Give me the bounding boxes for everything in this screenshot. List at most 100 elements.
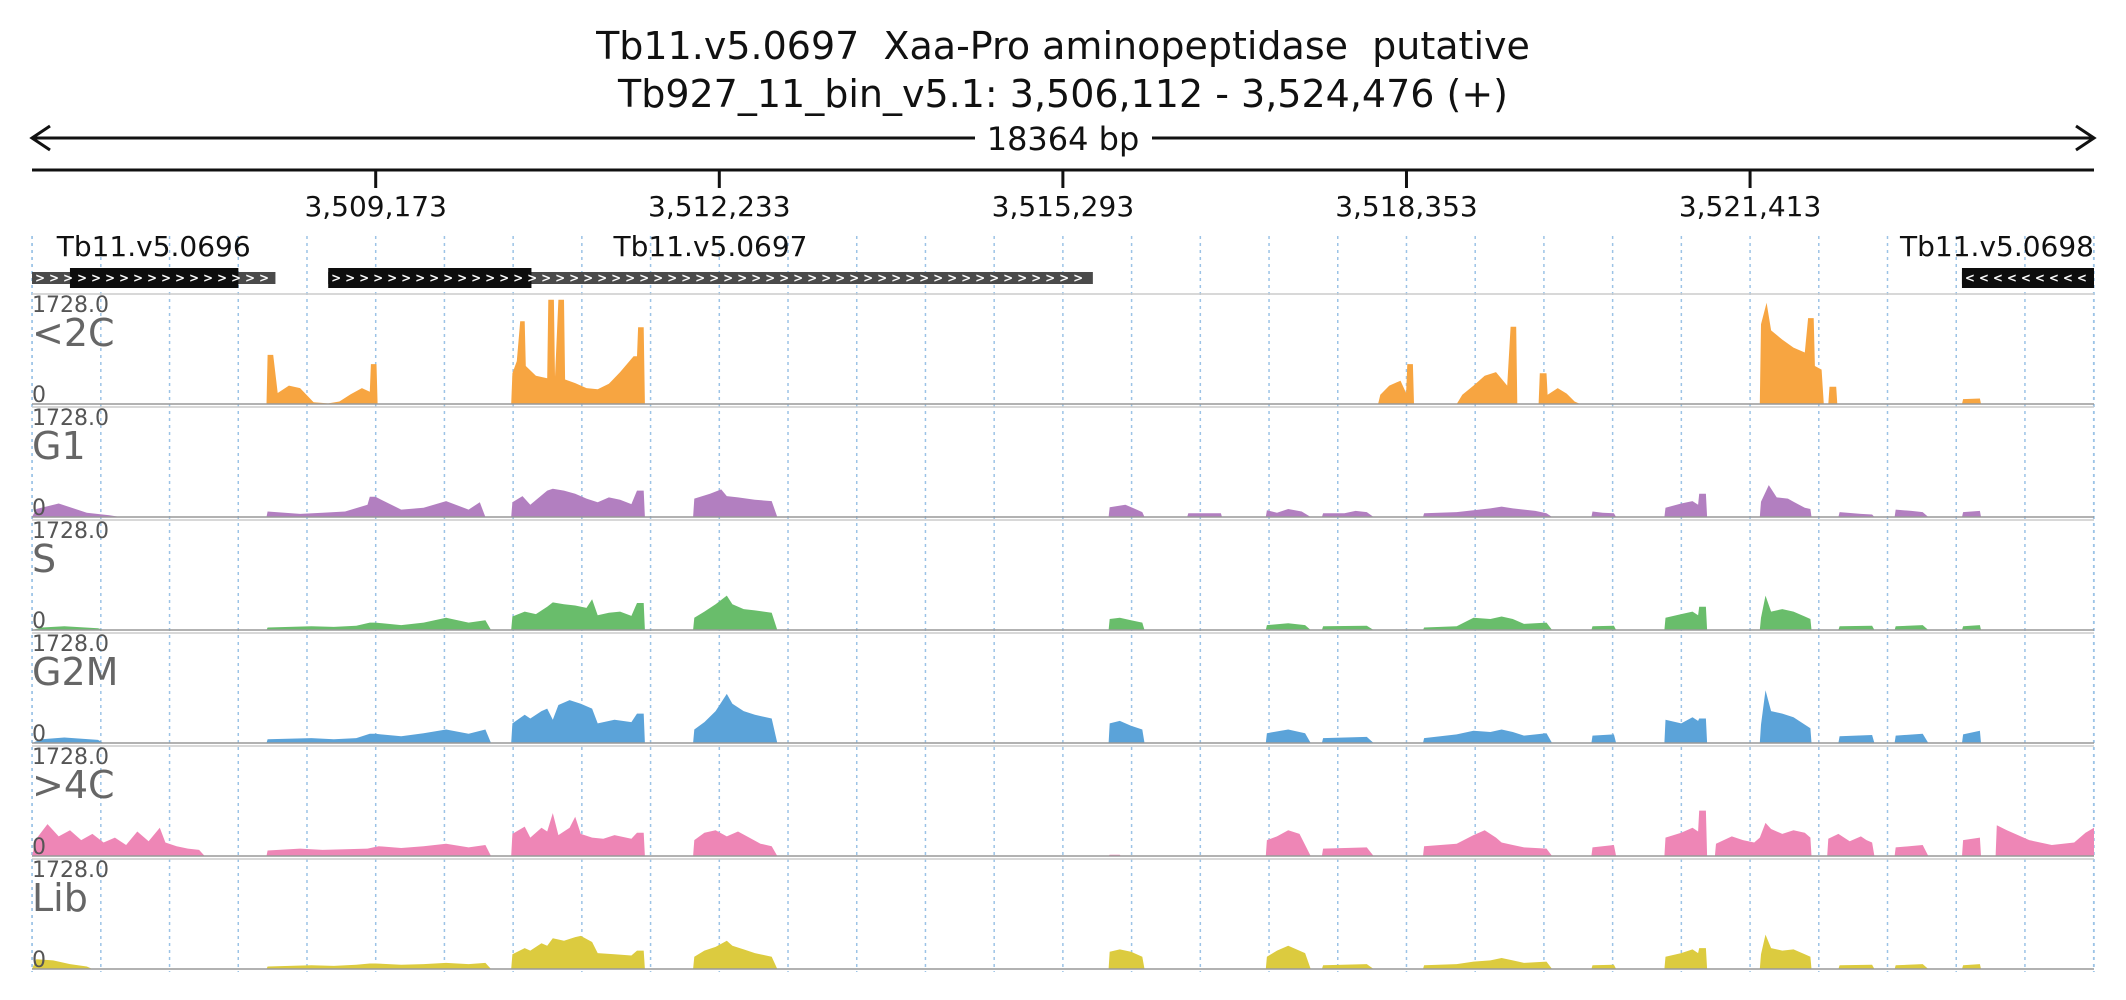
coverage-area [32, 595, 2094, 630]
gene-cds [1961, 268, 2094, 288]
strand-arrow: < [1993, 271, 2003, 285]
strand-arrow: > [345, 271, 355, 285]
strand-arrow: > [793, 271, 803, 285]
track-ymin-label: 0 [32, 835, 46, 860]
gene-title: Tb11.v5.0697 Xaa-Pro aminopeptidase puta… [596, 24, 1530, 68]
strand-arrow: > [147, 271, 157, 285]
strand-arrow: < [2021, 271, 2031, 285]
strand-arrow: > [175, 271, 185, 285]
strand-arrow: > [947, 271, 957, 285]
strand-arrow: > [203, 271, 213, 285]
strand-arrow: > [415, 271, 425, 285]
strand-arrow: > [245, 271, 255, 285]
gene-track: > > > > > > > > > > > > > > > > > Tb11.v5.0696 > > > > > > > > > > >… [32, 230, 2094, 288]
strand-arrow: > [597, 271, 607, 285]
strand-arrow: > [217, 271, 227, 285]
span-label: 18364 bp [987, 120, 1140, 158]
strand-arrow: > [49, 271, 59, 285]
strand-arrow: > [849, 271, 859, 285]
strand-arrow: > [485, 271, 495, 285]
track-name: G1 [32, 424, 86, 468]
gene-label: Tb11.v5.0696 [56, 230, 251, 263]
track-ymin-label: 0 [32, 722, 46, 747]
axis-tick-label: 3,521,413 [1679, 190, 1822, 223]
track-G1: 1728.0 0 G1 [32, 406, 2094, 521]
strand-arrow: > [681, 271, 691, 285]
axis-tick-label: 3,512,233 [648, 190, 791, 223]
coverage-area [32, 934, 2094, 969]
track-ymax-label: 1728.0 [32, 632, 109, 657]
strand-arrow: < [1979, 271, 1989, 285]
track-ymin-label: 0 [32, 609, 46, 634]
axis-tick-label: 3,518,353 [1335, 190, 1478, 223]
track-name: G2M [32, 650, 118, 694]
track-ymax-label: 1728.0 [32, 293, 109, 318]
track-Lib: 1728.0 0 Lib [32, 858, 2094, 973]
strand-arrow: > [569, 271, 579, 285]
strand-arrow: > [189, 271, 199, 285]
track-ymin-label: 0 [32, 948, 46, 973]
strand-arrow: < [2077, 271, 2087, 285]
strand-arrow: > [133, 271, 143, 285]
strand-arrow: > [35, 271, 45, 285]
gene-label: Tb11.v5.0697 [613, 230, 808, 263]
strand-arrow: > [527, 271, 537, 285]
strand-arrow: > [513, 271, 523, 285]
strand-arrow: > [91, 271, 101, 285]
strand-arrow: > [583, 271, 593, 285]
strand-arrow: > [989, 271, 999, 285]
strand-arrow: > [1059, 271, 1069, 285]
strand-arrow: > [231, 271, 241, 285]
strand-arrow: > [1045, 271, 1055, 285]
strand-arrow: > [709, 271, 719, 285]
gene-cds [328, 268, 532, 288]
strand-arrow: > [259, 271, 269, 285]
strand-arrow: > [119, 271, 129, 285]
strand-arrow: > [541, 271, 551, 285]
track-ymax-label: 1728.0 [32, 406, 109, 431]
strand-arrow: > [359, 271, 369, 285]
strand-arrow: > [429, 271, 439, 285]
span-ruler: 18364 bp [29, 120, 2097, 158]
track-S: 1728.0 0 S [32, 519, 2094, 634]
strand-arrow: > [877, 271, 887, 285]
coverage-area [32, 299, 2094, 404]
track-ymax-label: 1728.0 [32, 858, 109, 883]
axis-tick-label: 3,509,173 [304, 190, 447, 223]
track-ymin-label: 0 [32, 496, 46, 521]
strand-arrow: > [457, 271, 467, 285]
strand-arrow: > [555, 271, 565, 285]
strand-arrow: > [1017, 271, 1027, 285]
span-arrow-left-head [29, 124, 51, 152]
strand-arrow: > [639, 271, 649, 285]
track-ymax-label: 1728.0 [32, 519, 109, 544]
strand-arrow: > [63, 271, 73, 285]
coverage-area [32, 690, 2094, 743]
strand-arrow: > [933, 271, 943, 285]
strand-arrow: > [331, 271, 341, 285]
track-G2M: 1728.0 0 G2M [32, 632, 2094, 747]
strand-arrow: > [653, 271, 663, 285]
strand-arrow: > [499, 271, 509, 285]
strand-arrow: > [737, 271, 747, 285]
track->4C: 1728.0 0 >4C [32, 745, 2094, 860]
track-ymin-label: 0 [32, 383, 46, 408]
strand-arrow: < [2035, 271, 2045, 285]
track-name: <2C [32, 311, 115, 355]
strand-arrow: > [863, 271, 873, 285]
strand-arrow: > [1003, 271, 1013, 285]
strand-arrow: > [961, 271, 971, 285]
strand-arrow: > [975, 271, 985, 285]
coordinate-axis: 3,509,173 3,512,233 3,515,293 3,518,353 3,52… [32, 168, 2094, 223]
strand-arrow: > [1073, 271, 1083, 285]
strand-arrow: > [373, 271, 383, 285]
strand-arrow: > [611, 271, 621, 285]
strand-arrow: < [1965, 271, 1975, 285]
strand-arrow: > [387, 271, 397, 285]
strand-arrow: > [471, 271, 481, 285]
strand-arrow: > [625, 271, 635, 285]
strand-arrow: > [779, 271, 789, 285]
strand-arrow: < [2063, 271, 2073, 285]
span-arrow-right-head [2075, 124, 2097, 152]
